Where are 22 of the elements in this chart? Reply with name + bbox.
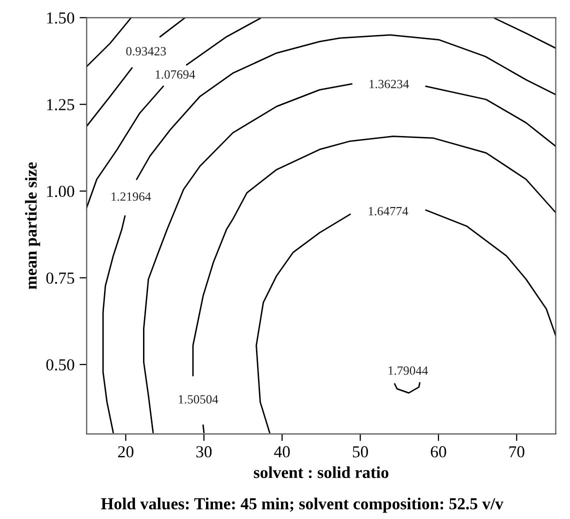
y-tick-label: 1.00 xyxy=(47,186,74,198)
x-tick-label: 70 xyxy=(509,446,524,458)
y-axis-title: mean particle size xyxy=(25,162,40,290)
x-axis-title: solvent : solid ratio xyxy=(254,466,388,478)
x-tick-label: 40 xyxy=(274,446,290,458)
x-tick-label: 50 xyxy=(352,446,368,458)
line-series xyxy=(394,382,420,394)
series-label: 0.93423 xyxy=(126,47,166,56)
y-tick-label: 0.75 xyxy=(46,272,74,284)
y-tick-label: 1.50 xyxy=(47,12,74,24)
y-tick-label: 1.25 xyxy=(47,99,74,110)
x-tick-label: 60 xyxy=(430,446,446,458)
series-label: 1.07694 xyxy=(156,70,196,79)
x-tick-label: 30 xyxy=(196,446,212,458)
series-label: 1.36234 xyxy=(370,80,409,88)
y-tick-label: 0.50 xyxy=(46,359,74,371)
series-label: 1.79044 xyxy=(388,366,428,375)
text: Hold values: Time: 45 min; solvent composition: 52.5 v/v xyxy=(101,498,504,513)
x-tick-label: 20 xyxy=(118,446,134,458)
series-label: 1.64774 xyxy=(368,206,408,216)
series-label: 1.50504 xyxy=(178,395,218,404)
series-label: 1.21964 xyxy=(112,192,151,201)
